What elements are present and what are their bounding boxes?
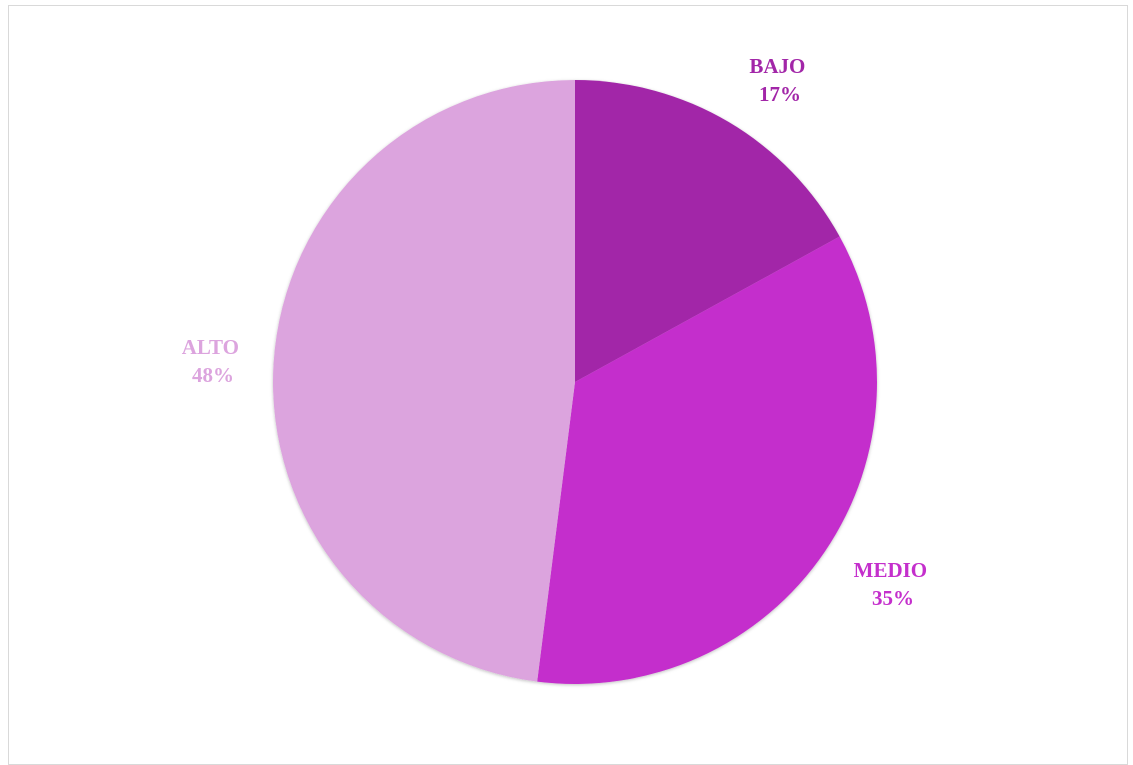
slice-label-alto: ALTO 48% [182,335,244,387]
slice-category-bajo: BAJO [749,54,805,78]
pie-slice-bajo [575,80,840,382]
slice-value-medio: 35% [872,586,914,610]
pie-slice-alto [272,80,575,682]
slice-value-alto: 48% [192,363,234,387]
slice-category-medio: MEDIO [854,558,928,582]
slice-value-bajo: 17% [759,82,801,106]
slice-label-medio: MEDIO 35% [854,558,933,610]
slice-label-bajo: BAJO 17% [749,54,810,106]
slice-category-alto: ALTO [182,335,239,359]
pie-slice-medio [537,236,878,685]
pie-slices [272,80,878,685]
